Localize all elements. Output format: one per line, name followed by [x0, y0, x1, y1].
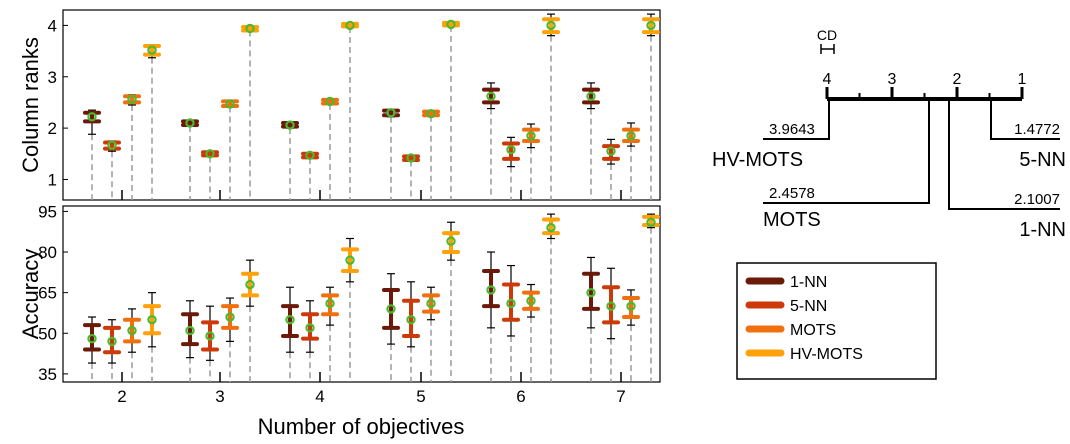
- median-point-1-nn: [386, 108, 396, 118]
- x-axis-label: Number of objectives: [258, 414, 465, 439]
- y-tick-label: 35: [38, 365, 57, 384]
- cd-connector-1nn: [948, 99, 1060, 210]
- cd-connector-hv-mots: [763, 99, 830, 140]
- median-point-hv-mots: [345, 255, 355, 265]
- y-tick-label: 65: [38, 284, 57, 303]
- accuracy-plot: 35 50 65 80 95 2 3 4 5 6 7: [38, 202, 660, 406]
- median-point-5-nn: [107, 336, 117, 347]
- accuracy-y-axis-label: Accuracy: [18, 249, 43, 339]
- median-point-5-nn: [506, 144, 516, 155]
- median-point-1-nn: [486, 91, 496, 101]
- median-point-mots: [626, 131, 636, 141]
- median-point-5-nn: [205, 149, 215, 159]
- legend-label-5nn: 5-NN: [790, 298, 827, 315]
- median-point-1-nn: [586, 91, 596, 101]
- median-point-5-nn: [606, 146, 616, 156]
- cd-axis-ticks: [825, 87, 1024, 99]
- y-tick-label: 95: [38, 202, 57, 221]
- median-point-hv-mots: [345, 20, 355, 31]
- y-tick-label: 80: [38, 243, 57, 262]
- x-tick-label: 4: [315, 387, 324, 406]
- y-tick-label: 4: [48, 16, 57, 35]
- y-tick-label: 1: [48, 170, 57, 189]
- median-point-hv-mots: [446, 19, 456, 30]
- cd-method-hv-mots: HV-MOTS: [712, 149, 803, 171]
- median-point-hv-mots: [245, 279, 255, 290]
- median-point-1-nn: [486, 285, 496, 295]
- median-point-mots: [526, 131, 536, 141]
- median-point-5-nn: [406, 153, 416, 163]
- cd-method-5nn: 5-NN: [1019, 149, 1066, 171]
- median-point-mots: [426, 109, 436, 119]
- median-point-1-nn: [87, 112, 97, 122]
- cd-tick-label: 3: [888, 71, 897, 88]
- median-point-mots: [225, 99, 235, 109]
- cd-method-1nn: 1-NN: [1019, 219, 1066, 241]
- median-point-1-nn: [285, 120, 295, 130]
- legend-label-1nn: 1-NN: [790, 274, 827, 291]
- median-point-5-nn: [305, 150, 315, 161]
- cd-connector-mots: [763, 99, 930, 204]
- median-point-hv-mots: [245, 23, 255, 34]
- cd-rank-mots: 2.4578: [769, 185, 815, 202]
- cd-label: CD: [817, 27, 837, 43]
- legend: 1-NN 5-NN MOTS HV-MOTS: [736, 262, 937, 380]
- median-point-hv-mots: [646, 217, 656, 227]
- accuracy-panel-frame: [62, 205, 661, 383]
- median-point-hv-mots: [147, 45, 157, 55]
- median-point-5-nn: [406, 315, 416, 325]
- median-point-mots: [426, 298, 436, 309]
- critical-difference-diagram: CD 4 3 2 1 3.9643 HV-MOTS 2.4578 MOTS 1.…: [712, 27, 1066, 241]
- legend-label-hv-mots: HV-MOTS: [790, 346, 863, 363]
- cd-rank-hv-mots: 3.9643: [769, 121, 815, 138]
- median-point-hv-mots: [446, 236, 456, 246]
- x-tick-label: 2: [117, 387, 126, 406]
- median-point-hv-mots: [546, 20, 556, 31]
- y-tick-label: 50: [38, 324, 57, 343]
- median-point-mots: [626, 301, 636, 311]
- cd-method-mots: MOTS: [763, 209, 821, 231]
- median-point-5-nn: [305, 323, 315, 333]
- median-point-5-nn: [506, 298, 516, 309]
- y-tick-label: 2: [48, 119, 57, 138]
- median-point-mots: [325, 96, 335, 107]
- cd-connector-5nn: [990, 99, 1060, 140]
- median-point-mots: [325, 298, 335, 309]
- rank-plot: 1 2 3 4: [48, 13, 660, 200]
- median-point-mots: [225, 312, 235, 322]
- x-tick-label: 3: [215, 387, 224, 406]
- median-point-1-nn: [185, 118, 195, 128]
- x-tick-label: 5: [416, 387, 425, 406]
- median-point-hv-mots: [147, 315, 157, 325]
- cd-rank-5nn: 1.4772: [1014, 121, 1060, 138]
- median-point-5-nn: [205, 331, 215, 341]
- median-point-1-nn: [386, 304, 396, 314]
- median-point-mots: [127, 325, 137, 336]
- rank-y-axis-label: Column ranks: [18, 37, 43, 173]
- median-point-1-nn: [87, 333, 97, 344]
- x-tick-label: 6: [516, 387, 525, 406]
- cd-tick-label: 2: [953, 71, 962, 88]
- median-point-hv-mots: [646, 20, 656, 31]
- cd-tick-label: 4: [823, 71, 832, 88]
- cd-rank-1nn: 2.1007: [1014, 191, 1060, 208]
- median-point-1-nn: [285, 315, 295, 325]
- median-point-mots: [127, 94, 137, 105]
- median-point-1-nn: [586, 287, 596, 298]
- median-point-5-nn: [107, 140, 117, 150]
- x-tick-label: 7: [616, 387, 625, 406]
- median-point-5-nn: [606, 301, 616, 311]
- median-point-hv-mots: [546, 222, 556, 233]
- y-tick-label: 3: [48, 68, 57, 87]
- legend-label-mots: MOTS: [790, 322, 836, 339]
- cd-tick-label: 1: [1018, 71, 1027, 88]
- rank-panel-frame: [62, 9, 661, 201]
- median-point-mots: [526, 296, 536, 306]
- median-point-1-nn: [185, 325, 195, 336]
